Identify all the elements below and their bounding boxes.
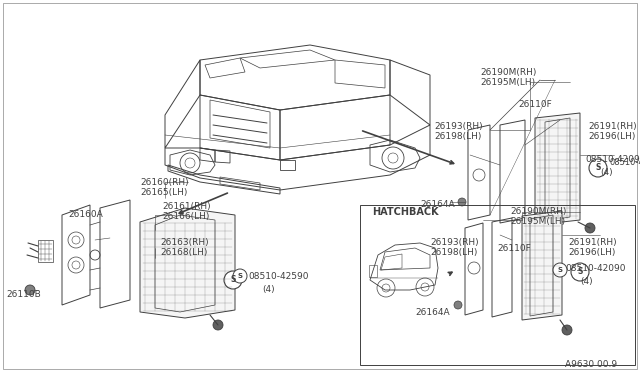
- Text: S: S: [577, 267, 582, 276]
- Circle shape: [562, 325, 572, 335]
- Text: (4): (4): [600, 168, 612, 177]
- Text: 26191(RH): 26191(RH): [568, 238, 616, 247]
- Text: 26196(LH): 26196(LH): [588, 132, 636, 141]
- Text: 26110B: 26110B: [6, 290, 41, 299]
- Polygon shape: [535, 113, 580, 225]
- Circle shape: [233, 269, 247, 283]
- Circle shape: [571, 263, 589, 281]
- Polygon shape: [522, 211, 562, 320]
- Text: 26110F: 26110F: [497, 244, 531, 253]
- Text: 26190M(RH): 26190M(RH): [510, 207, 566, 216]
- Bar: [38, 240, 53, 262]
- Text: 26160(RH): 26160(RH): [140, 178, 189, 187]
- Text: A9630 00.9: A9630 00.9: [565, 360, 617, 369]
- Text: 08510-42090: 08510-42090: [585, 155, 640, 164]
- Text: 26198(LH): 26198(LH): [430, 248, 477, 257]
- Text: 26164A: 26164A: [415, 308, 450, 317]
- Circle shape: [589, 159, 607, 177]
- Text: 26196(LH): 26196(LH): [568, 248, 616, 257]
- Circle shape: [585, 223, 595, 233]
- Text: 26160A: 26160A: [68, 210, 103, 219]
- Circle shape: [25, 285, 35, 295]
- Text: 26195M(LH): 26195M(LH): [510, 217, 565, 226]
- Text: 08510-42090: 08510-42090: [610, 158, 640, 167]
- Text: (4): (4): [262, 285, 275, 294]
- Text: 26164A: 26164A: [420, 200, 454, 209]
- Text: (4): (4): [580, 277, 593, 286]
- Text: 08510-42590: 08510-42590: [248, 272, 308, 281]
- Circle shape: [224, 271, 242, 289]
- Text: 26165(LH): 26165(LH): [140, 188, 188, 197]
- Text: 26198(LH): 26198(LH): [434, 132, 481, 141]
- Text: 26161(RH): 26161(RH): [162, 202, 211, 211]
- Text: 26168(LH): 26168(LH): [160, 248, 207, 257]
- Circle shape: [458, 198, 466, 206]
- Text: S: S: [230, 276, 236, 285]
- Text: S: S: [557, 267, 563, 273]
- Bar: [360, 205, 635, 365]
- Text: 26166(LH): 26166(LH): [162, 212, 209, 221]
- Text: S: S: [237, 273, 243, 279]
- Circle shape: [454, 301, 462, 309]
- Text: 26191(RH): 26191(RH): [588, 122, 637, 131]
- Text: 26110F: 26110F: [518, 100, 552, 109]
- Text: 26190M(RH): 26190M(RH): [480, 68, 536, 77]
- Text: S: S: [595, 164, 601, 173]
- Polygon shape: [140, 208, 235, 318]
- Text: 26163(RH): 26163(RH): [160, 238, 209, 247]
- Bar: [369, 265, 377, 277]
- Circle shape: [213, 320, 223, 330]
- Text: 26193(RH): 26193(RH): [430, 238, 479, 247]
- Circle shape: [553, 263, 567, 277]
- Text: HATCHBACK: HATCHBACK: [372, 207, 438, 217]
- Text: 26193(RH): 26193(RH): [434, 122, 483, 131]
- Text: 26195M(LH): 26195M(LH): [480, 78, 535, 87]
- Text: 08510-42090: 08510-42090: [565, 264, 625, 273]
